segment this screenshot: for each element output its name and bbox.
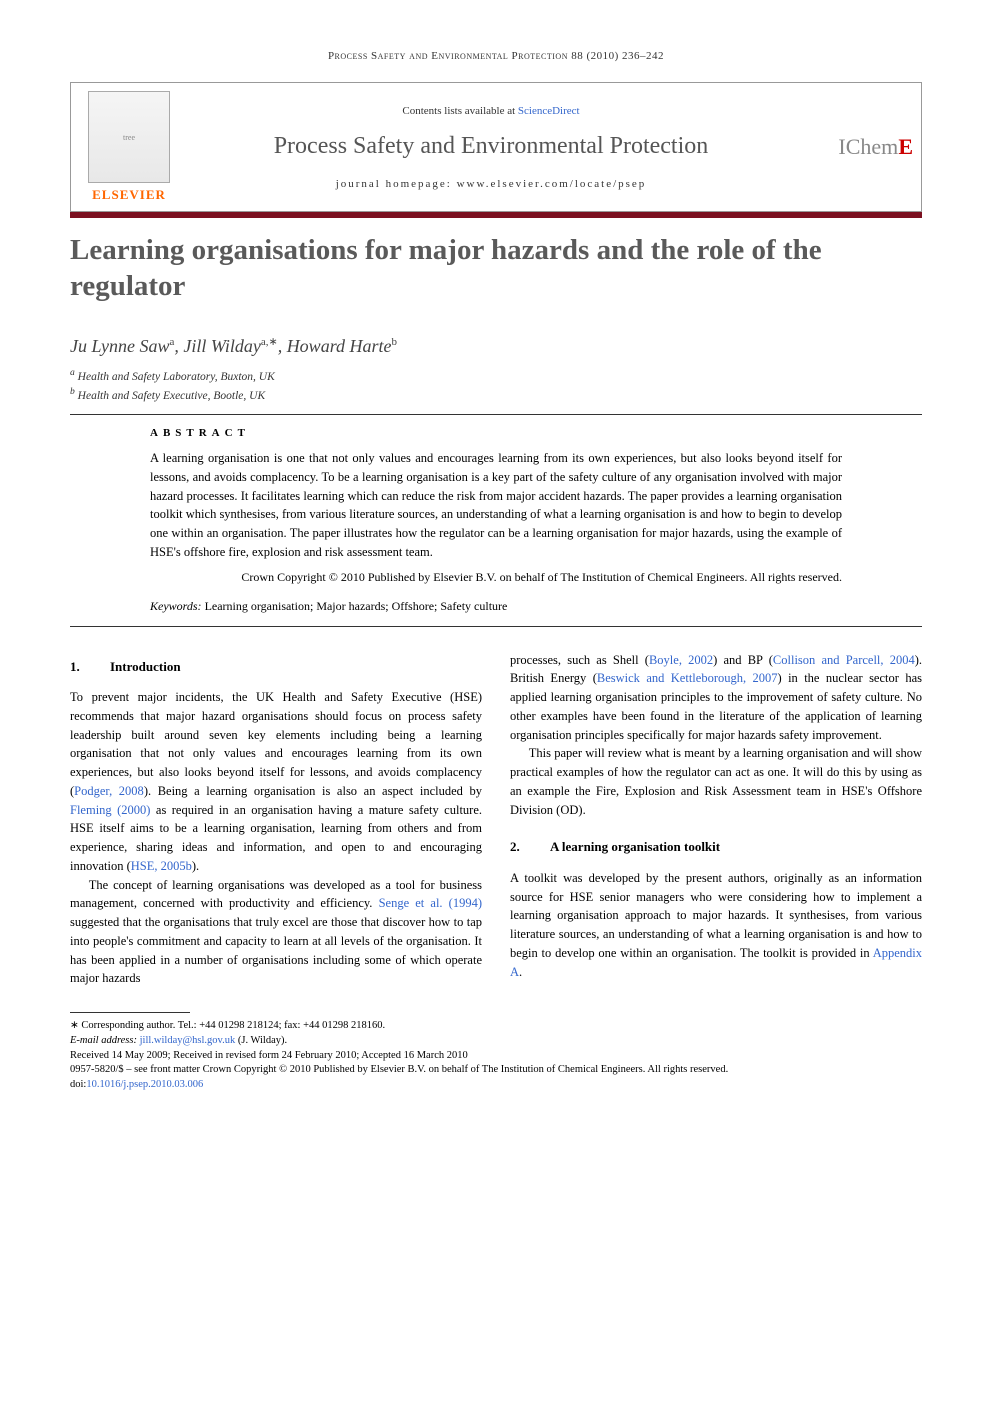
affil-b-text: Health and Safety Executive, Bootle, UK <box>78 390 265 402</box>
section-1-title: Introduction <box>110 659 181 674</box>
email-line: E-mail address: jill.wilday@hsl.gov.uk (… <box>70 1034 922 1049</box>
email-label: E-mail address: <box>70 1035 140 1046</box>
abstract-label: ABSTRACT <box>150 427 842 439</box>
dates-line: Received 14 May 2009; Received in revise… <box>70 1049 922 1064</box>
t: . <box>519 965 522 979</box>
cite-beswick[interactable]: Beswick and Kettleborough, 2007 <box>597 671 778 685</box>
contents-line: Contents lists available at ScienceDirec… <box>197 105 785 117</box>
column-right: processes, such as Shell (Boyle, 2002) a… <box>510 651 922 989</box>
section-2-heading: 2.A learning organisation toolkit <box>510 837 922 857</box>
doi-label: doi: <box>70 1079 86 1090</box>
author-2-sup: a,∗ <box>261 336 278 348</box>
body-columns: 1.Introduction To prevent major incident… <box>70 651 922 989</box>
doi-link[interactable]: 10.1016/j.psep.2010.03.006 <box>86 1079 203 1090</box>
elsevier-tree-icon: tree <box>88 91 170 183</box>
journal-homepage: journal homepage: www.elsevier.com/locat… <box>197 178 785 190</box>
keywords-label: Keywords: <box>150 599 202 613</box>
sciencedirect-link[interactable]: ScienceDirect <box>518 105 580 117</box>
keywords: Keywords: Learning organisation; Major h… <box>150 599 842 614</box>
section-2-title: A learning organisation toolkit <box>550 839 720 854</box>
article-title: Learning organisations for major hazards… <box>70 232 922 305</box>
cite-senge[interactable]: Senge et al. (1994) <box>379 896 482 910</box>
cite-collison[interactable]: Collison and Parcell, 2004 <box>773 653 915 667</box>
keywords-text: Learning organisation; Major hazards; Of… <box>205 599 508 613</box>
t: To prevent major incidents, the UK Healt… <box>70 690 482 798</box>
column-left: 1.Introduction To prevent major incident… <box>70 651 482 989</box>
t: suggested that the organisations that tr… <box>70 915 482 985</box>
authors: Ju Lynne Sawa, Jill Wildaya,∗, Howard Ha… <box>70 335 922 357</box>
elsevier-logo: tree ELSEVIER <box>71 83 187 211</box>
author-2: Jill Wilday <box>183 336 260 356</box>
author-3: Howard Harte <box>287 336 392 356</box>
section-1-heading: 1.Introduction <box>70 657 482 677</box>
s1-para-4: This paper will review what is meant by … <box>510 744 922 819</box>
author-3-sup: b <box>392 336 398 348</box>
t: ). <box>192 859 199 873</box>
corresponding-author: ∗ Corresponding author. Tel.: +44 01298 … <box>70 1019 922 1034</box>
email-suffix: (J. Wilday). <box>235 1035 287 1046</box>
contents-prefix: Contents lists available at <box>402 105 517 117</box>
running-header: Process Safety and Environmental Protect… <box>70 50 922 62</box>
s2-para-1: A toolkit was developed by the present a… <box>510 869 922 982</box>
issn-line: 0957-5820/$ – see front matter Crown Cop… <box>70 1063 922 1078</box>
journal-name: Process Safety and Environmental Protect… <box>197 133 785 160</box>
t: A toolkit was developed by the present a… <box>510 871 922 960</box>
rule-above-abstract <box>70 414 922 415</box>
s1-para-3: processes, such as Shell (Boyle, 2002) a… <box>510 651 922 745</box>
cite-podger[interactable]: Podger, 2008 <box>74 784 144 798</box>
footnote-rule <box>70 1012 190 1013</box>
author-1: Ju Lynne Saw <box>70 336 169 356</box>
footnotes: ∗ Corresponding author. Tel.: +44 01298 … <box>70 1019 922 1092</box>
abstract-block: ABSTRACT A learning organisation is one … <box>150 427 842 614</box>
affiliation-b: b Health and Safety Executive, Bootle, U… <box>70 386 922 402</box>
affil-a-text: Health and Safety Laboratory, Buxton, UK <box>78 370 275 382</box>
t: ) and BP ( <box>713 653 773 667</box>
cite-boyle[interactable]: Boyle, 2002 <box>649 653 713 667</box>
cite-hse[interactable]: HSE, 2005b <box>131 859 192 873</box>
icheme-suffix: E <box>898 134 913 159</box>
doi-line: doi:10.1016/j.psep.2010.03.006 <box>70 1078 922 1093</box>
abstract-copyright: Crown Copyright © 2010 Published by Else… <box>150 570 842 585</box>
email-link[interactable]: jill.wilday@hsl.gov.uk <box>140 1035 236 1046</box>
rule-below-abstract <box>70 626 922 627</box>
s1-para-1: To prevent major incidents, the UK Healt… <box>70 688 482 876</box>
abstract-text: A learning organisation is one that not … <box>150 449 842 562</box>
icheme-prefix: IChem <box>838 134 898 159</box>
affiliation-a: a Health and Safety Laboratory, Buxton, … <box>70 367 922 383</box>
title-bar <box>70 212 922 218</box>
s1-para-2: The concept of learning organisations wa… <box>70 876 482 989</box>
masthead: tree ELSEVIER Contents lists available a… <box>70 82 922 212</box>
section-2-num: 2. <box>510 837 550 857</box>
author-1-sup: a <box>169 336 174 348</box>
icheme-logo: IChemE <box>795 126 921 168</box>
t: processes, such as Shell ( <box>510 653 649 667</box>
section-1-num: 1. <box>70 657 110 677</box>
masthead-center: Contents lists available at ScienceDirec… <box>187 95 795 200</box>
elsevier-text: ELSEVIER <box>79 187 179 203</box>
t: ). Being a learning organisation is also… <box>144 784 482 798</box>
cite-fleming[interactable]: Fleming (2000) <box>70 803 150 817</box>
